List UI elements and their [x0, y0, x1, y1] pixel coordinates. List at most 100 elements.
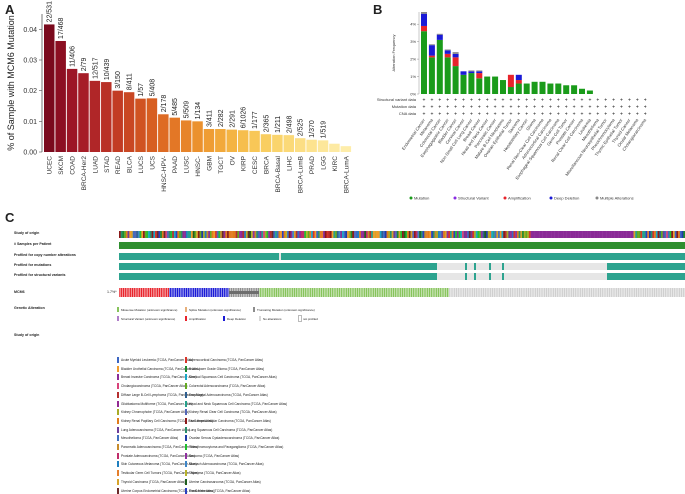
study-cell	[462, 231, 464, 238]
study-cell	[660, 231, 663, 238]
study-cell	[431, 231, 434, 238]
b-track-mark: +	[478, 105, 481, 111]
study-cell	[336, 231, 339, 238]
b-bar-segment	[436, 39, 443, 94]
study-label: Brain Lower Grade Glioma (TCGA, PanCance…	[189, 366, 265, 371]
panel-b-stacked-bar-chart: 0% 1% 2% 3% 4% Alteration Frequency Structural…	[377, 12, 648, 201]
study-swatch	[117, 470, 119, 477]
study-cell	[240, 231, 243, 238]
study-cell	[125, 231, 128, 238]
study-cell	[599, 231, 602, 238]
x-tick-label: READ	[115, 156, 122, 174]
x-tick-label: KIRC	[332, 156, 339, 172]
b-track-label: CNA data	[399, 111, 417, 116]
study-cell	[371, 231, 374, 238]
b-bar-segment	[452, 66, 459, 94]
bar-data-label: 1/177	[252, 111, 259, 129]
study-cell	[177, 231, 180, 238]
study-cell	[679, 231, 682, 238]
study-legend-item: Uterine Carcinosarcoma (TCGA, PanCancer …	[185, 478, 261, 485]
study-cell	[607, 231, 610, 238]
study-cell	[652, 231, 655, 238]
study-cell	[389, 231, 392, 238]
study-cell	[657, 231, 660, 238]
b-bar-segment	[579, 88, 585, 94]
x-tick-label: OV	[229, 155, 236, 165]
study-cell	[131, 231, 133, 238]
legend-swatch	[259, 316, 261, 321]
bar-cesc	[249, 130, 260, 152]
b-bar-segment	[515, 83, 522, 94]
bar-gbm	[203, 129, 215, 152]
study-cell	[352, 231, 355, 238]
study-legend-item: Bladder Urothelial Carcinoma (TCGA, PanC…	[117, 365, 200, 372]
sv-track	[119, 273, 685, 280]
b-bar-segment	[428, 44, 435, 46]
study-cell	[650, 231, 653, 238]
study-cell	[393, 231, 396, 238]
study-swatch	[117, 444, 119, 450]
study-cell	[628, 231, 631, 238]
study-cell	[417, 231, 420, 238]
study-cell	[185, 231, 188, 238]
study-cell	[192, 231, 195, 238]
b-track-mark: +	[636, 105, 639, 111]
study-legend-item: Glioblastoma Multiforme (TCGA, PanCancer…	[117, 400, 193, 407]
study-cell	[155, 231, 157, 238]
study-cell	[119, 231, 121, 238]
study-cell	[228, 231, 231, 238]
study-cell	[549, 231, 552, 238]
study-legend-item: Skin Cutaneous Melanoma (TCGA, PanCancer…	[117, 461, 197, 468]
bar-data-label: 10/439	[104, 59, 111, 81]
b-track-mark: +	[620, 112, 623, 118]
x-tick-label: BRCA	[263, 155, 270, 174]
genetic-alteration-legend-item: No alterations	[259, 316, 282, 321]
b-track-mark: +	[620, 98, 623, 104]
study-label: Glioblastoma Multiforme (TCGA, PanCancer…	[121, 401, 193, 406]
study-cell	[244, 231, 247, 238]
study-cell	[288, 231, 291, 238]
study-legend-item: Colorectal Adenocarcinoma (TCGA, PanCanc…	[185, 383, 265, 390]
study-cell	[329, 231, 332, 238]
study-cell	[456, 231, 459, 238]
study-cell	[667, 231, 670, 238]
b-y-tick-label: 2%	[410, 57, 416, 62]
study-cell	[134, 231, 137, 238]
bar-tgct	[215, 129, 226, 152]
b-track-mark: +	[525, 98, 528, 104]
study-legend-item: Lung Adenocarcinoma (TCGA, PanCancer Atl…	[117, 426, 191, 433]
study-cell	[576, 231, 579, 238]
study-cell	[453, 231, 456, 238]
study-cell	[434, 231, 437, 238]
b-track-mark: +	[596, 98, 599, 104]
study-cell	[165, 231, 168, 238]
study-cell	[662, 231, 665, 238]
study-swatch	[117, 487, 119, 494]
b-bar-segment	[428, 57, 435, 94]
study-cell	[511, 231, 514, 238]
study-cell	[444, 231, 447, 238]
genetic-alteration-title: Genetic Alteration	[14, 306, 45, 310]
study-label: Ovarian Serous Cystadenocarcinoma (TCGA,…	[189, 436, 280, 441]
b-legend-label: Mutation	[414, 196, 429, 201]
study-cell	[273, 231, 276, 238]
study-label: Lung Adenocarcinoma (TCGA, PanCancer Atl…	[121, 427, 191, 432]
b-track-mark: +	[565, 105, 568, 111]
study-cell	[475, 231, 478, 238]
b-track-mark: +	[565, 98, 568, 104]
legend-swatch	[117, 307, 119, 312]
b-track-mark: +	[509, 112, 512, 118]
study-cell	[197, 231, 200, 238]
study-swatch	[117, 391, 119, 398]
bar-prad	[306, 139, 317, 152]
study-label: Uterine Corpus Endometrial Carcinoma (TC…	[121, 488, 215, 493]
study-cell	[341, 231, 344, 238]
bar-ucec	[44, 24, 55, 152]
b-track-mark: +	[509, 98, 512, 104]
study-cell	[611, 231, 614, 238]
study-cell	[518, 231, 521, 238]
study-cell	[671, 231, 674, 238]
b-track-mark: +	[573, 112, 576, 118]
study-cell	[638, 231, 641, 238]
study-label: Uterine Carcinosarcoma (TCGA, PanCancer …	[189, 479, 261, 484]
